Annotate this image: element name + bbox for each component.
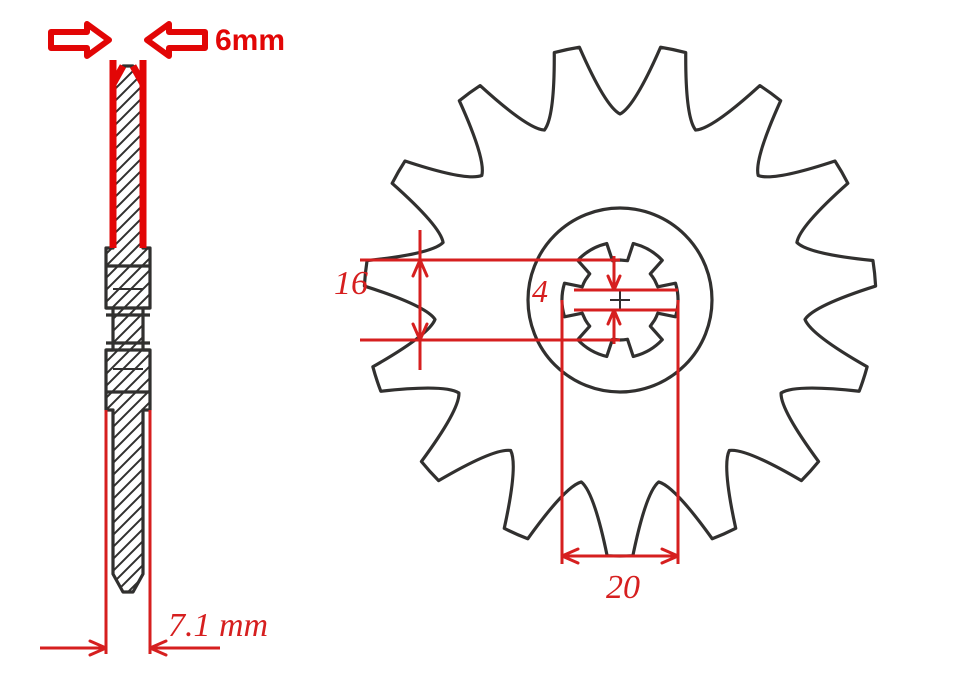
side-section-view: 6mm 7.1 mm [40,24,285,655]
sprocket-technical-drawing: 6mm 7.1 mm 20 16 4 [0,0,960,676]
callout-arrow-icon [51,24,109,56]
dim-label-16: 16 [334,265,368,302]
dim-label-4: 4 [532,273,548,309]
front-face-view [364,47,875,556]
dim-label-6mm: 6mm [215,24,285,57]
callout-arrow-icon [147,24,205,56]
dim-label-20: 20 [606,569,640,606]
dim-label-7p1mm: 7.1 mm [168,607,268,644]
